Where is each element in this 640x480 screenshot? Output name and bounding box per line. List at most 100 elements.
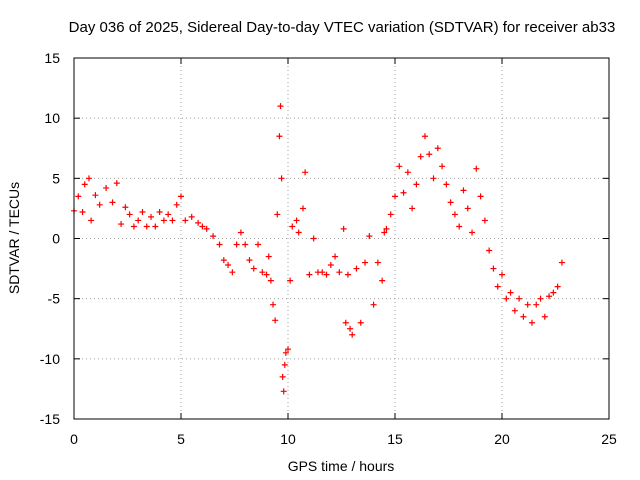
- data-point: [464, 205, 471, 212]
- data-point: [477, 193, 484, 200]
- data-point: [499, 271, 505, 278]
- data-point: [302, 169, 309, 176]
- data-point: [270, 301, 277, 308]
- data-point: [287, 277, 294, 284]
- x-tick-label: 20: [494, 431, 510, 447]
- data-point: [554, 283, 561, 290]
- data-point: [486, 247, 493, 254]
- data-point: [511, 307, 518, 314]
- data-point: [139, 209, 146, 216]
- data-point: [79, 209, 86, 216]
- data-point: [421, 133, 428, 140]
- data-point: [310, 235, 317, 242]
- data-point: [242, 241, 249, 248]
- data-point: [379, 277, 386, 284]
- data-point: [344, 271, 351, 278]
- data-point: [443, 181, 450, 188]
- y-tick-label: -15: [40, 411, 60, 427]
- data-point: [404, 169, 411, 176]
- data-point: [327, 261, 334, 268]
- data-point: [135, 217, 142, 224]
- data-point: [396, 163, 403, 170]
- data-point: [494, 283, 501, 290]
- data-point: [237, 229, 244, 236]
- axis-ticks: [73, 57, 610, 420]
- data-point: [92, 192, 99, 199]
- data-point: [400, 189, 407, 196]
- data-point: [285, 346, 291, 353]
- data-point: [520, 313, 527, 320]
- data-point: [507, 289, 514, 296]
- grid: [74, 58, 609, 419]
- x-tick-label: 25: [601, 431, 617, 447]
- data-point: [152, 223, 159, 230]
- y-tick-label: 15: [44, 50, 60, 66]
- y-tick-label: 0: [52, 231, 60, 247]
- data-point: [103, 184, 110, 191]
- data-point: [490, 265, 497, 272]
- data-point: [319, 269, 326, 276]
- data-point: [113, 180, 120, 187]
- y-tick-label: 10: [44, 110, 60, 126]
- data-point: [277, 103, 284, 110]
- data-point: [160, 217, 167, 224]
- data-point: [342, 319, 349, 326]
- data-point: [255, 241, 262, 248]
- data-point: [225, 261, 232, 268]
- data-point: [199, 223, 206, 230]
- data-point: [306, 271, 313, 278]
- data-point: [430, 175, 437, 182]
- data-point: [295, 229, 302, 236]
- data-point: [503, 295, 510, 302]
- data-point: [280, 388, 287, 395]
- data-point: [426, 151, 433, 158]
- data-point: [282, 349, 289, 356]
- data-point: [96, 201, 103, 208]
- data-point: [541, 313, 548, 320]
- data-point: [387, 211, 394, 218]
- data-point: [173, 201, 180, 208]
- data-point: [148, 213, 155, 220]
- data-point: [546, 293, 553, 300]
- data-point: [178, 193, 184, 200]
- data-point: [409, 205, 416, 212]
- data-point: [434, 145, 441, 152]
- data-point: [417, 153, 424, 160]
- data-point: [265, 253, 272, 260]
- data-point: [233, 241, 240, 248]
- data-point: [188, 213, 195, 220]
- data-point: [293, 217, 300, 224]
- x-tick-label: 0: [70, 431, 78, 447]
- data-point: [550, 289, 557, 296]
- data-point: [279, 373, 286, 380]
- data-point: [347, 325, 354, 332]
- data-point: [460, 187, 467, 194]
- data-point: [267, 277, 274, 284]
- data-point: [143, 223, 150, 230]
- data-point: [126, 211, 133, 218]
- data-point: [357, 319, 364, 326]
- data-point: [165, 211, 172, 218]
- x-tick-label: 15: [387, 431, 403, 447]
- data-point: [447, 199, 454, 206]
- tick-labels: 0 5 10 15 20 25 -15 -10 -5 0 5 10 15: [40, 50, 617, 447]
- data-point: [366, 233, 373, 240]
- data-point: [524, 301, 531, 308]
- data-points: [71, 103, 565, 395]
- data-point: [81, 181, 88, 188]
- data-point: [216, 241, 223, 248]
- data-point: [156, 209, 163, 216]
- data-point: [88, 217, 95, 224]
- x-tick-label: 10: [280, 431, 296, 447]
- data-point: [203, 225, 210, 232]
- data-point: [528, 319, 535, 326]
- data-point: [481, 217, 488, 224]
- data-point: [362, 259, 369, 266]
- data-point: [75, 193, 82, 200]
- data-point: [456, 223, 463, 230]
- data-point: [220, 257, 227, 264]
- data-point: [210, 233, 217, 240]
- data-point: [182, 217, 189, 224]
- y-tick-label: -5: [48, 291, 61, 307]
